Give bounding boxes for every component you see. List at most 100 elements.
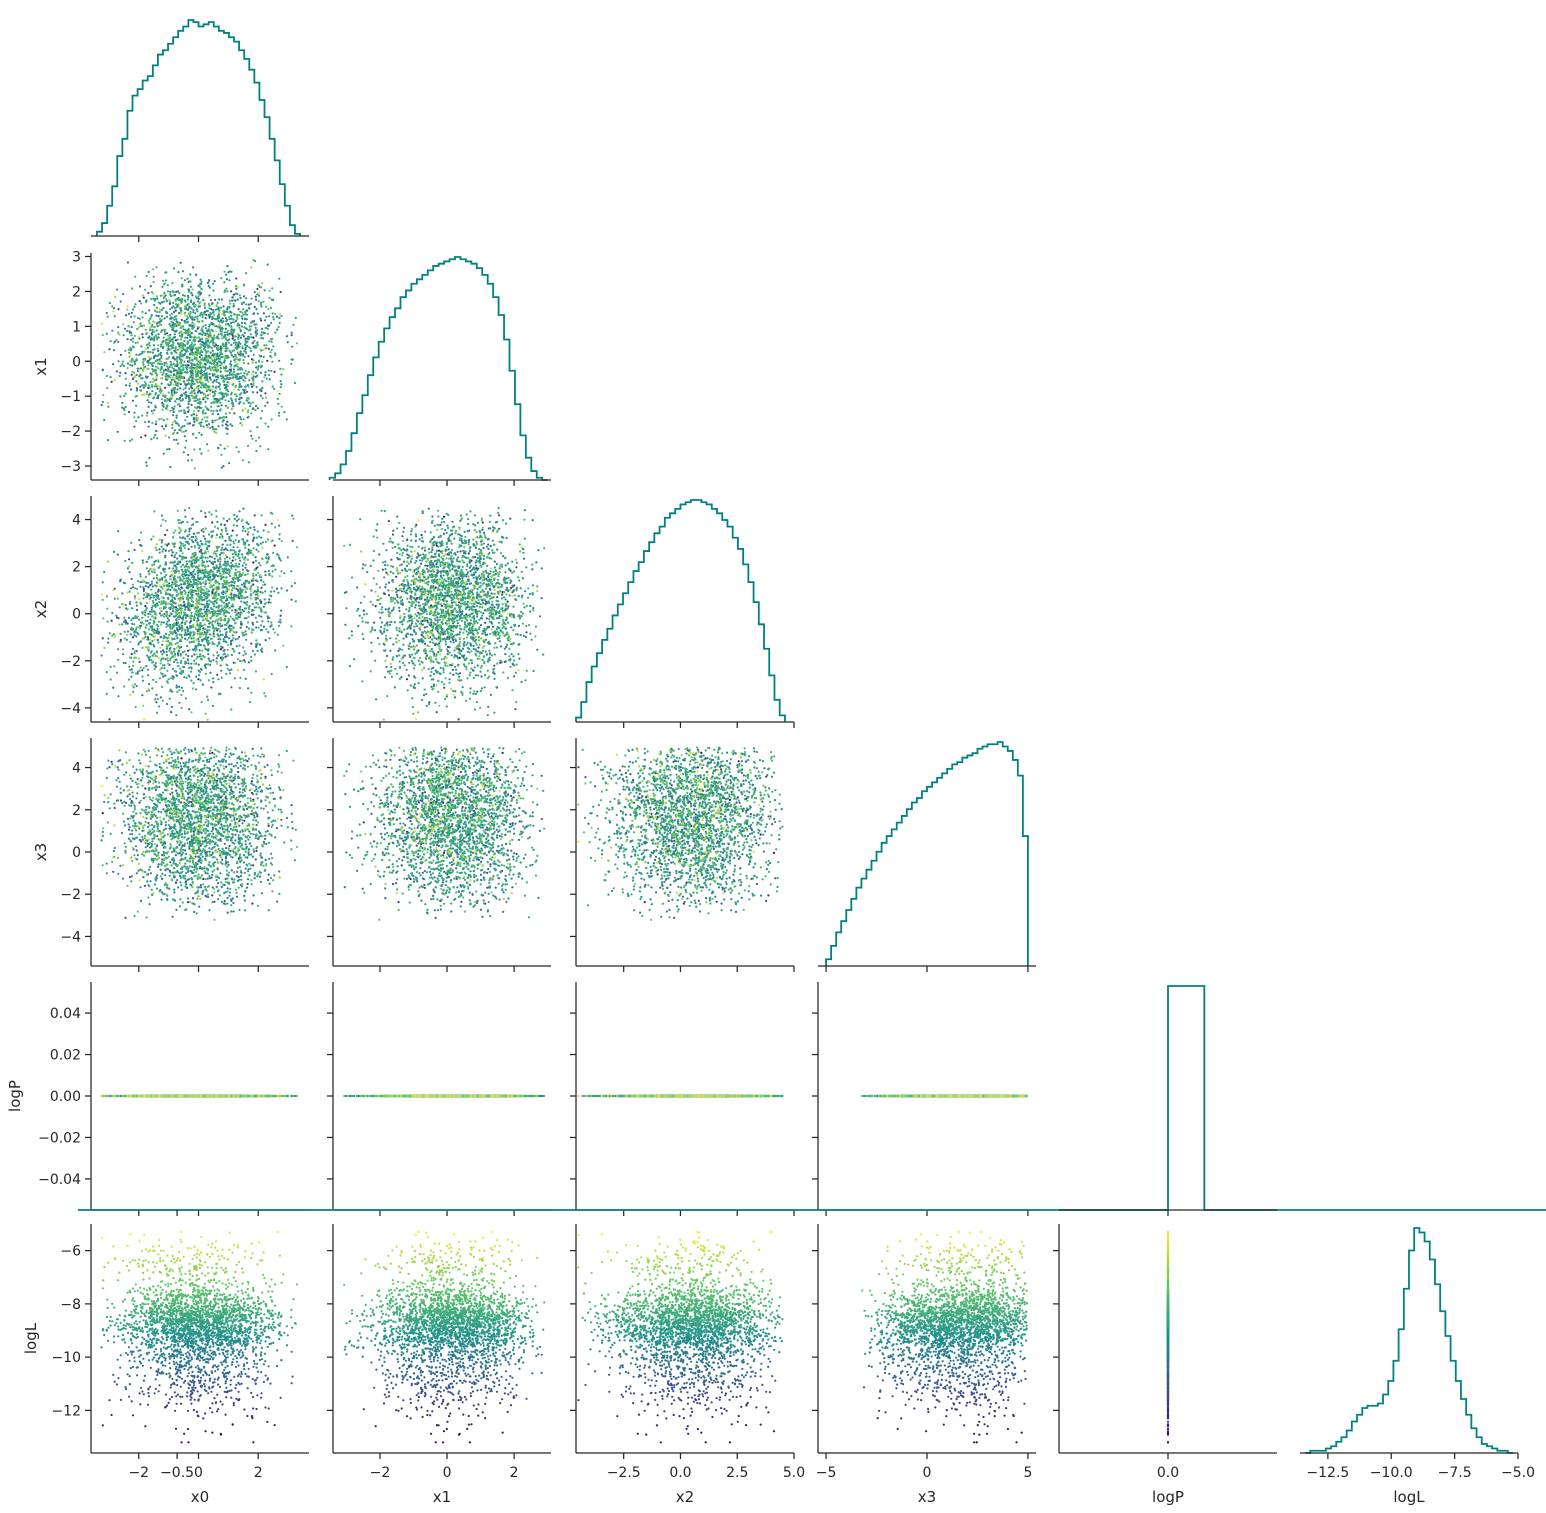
scatter-point	[105, 692, 108, 695]
scatter-point	[148, 386, 151, 389]
scatter-point	[149, 357, 152, 360]
scatter-point	[160, 514, 163, 517]
scatter-point	[170, 554, 173, 557]
scatter-point	[176, 557, 179, 560]
scatter-point	[210, 409, 213, 412]
scatter-point	[176, 584, 179, 587]
scatter-point	[213, 398, 216, 401]
scatter-point	[197, 340, 200, 343]
scatter-point	[211, 428, 215, 431]
scatter-point	[132, 345, 135, 348]
scatter-point	[206, 600, 209, 603]
scatter-point	[228, 279, 231, 282]
scatter-point	[216, 366, 219, 369]
scatter-point	[213, 635, 216, 638]
scatter-point	[142, 296, 145, 299]
scatter-point	[151, 605, 154, 608]
scatter-point	[186, 645, 189, 648]
scatter-point	[222, 380, 225, 383]
scatter-point	[169, 340, 172, 343]
scatter-point	[237, 377, 240, 380]
scatter-point	[227, 329, 230, 332]
scatter-point	[200, 551, 203, 555]
scatter-point	[238, 326, 241, 329]
scatter-point	[204, 582, 207, 585]
scatter-point	[208, 642, 211, 645]
scatter-point	[260, 319, 263, 322]
scatter-points-x1-vs-x0	[100, 259, 298, 470]
scatter-point	[190, 299, 193, 302]
scatter-point	[192, 433, 195, 436]
scatter-point	[186, 629, 189, 632]
scatter-point	[182, 451, 185, 454]
scatter-point	[190, 667, 193, 670]
scatter-point	[187, 459, 190, 462]
scatter-point	[262, 300, 265, 303]
scatter-point	[190, 376, 193, 379]
scatter-point	[168, 400, 171, 403]
scatter-point	[238, 590, 241, 593]
scatter-point	[129, 346, 132, 349]
scatter-point	[234, 568, 237, 571]
scatter-point	[135, 353, 138, 356]
scatter-point	[292, 517, 295, 520]
scatter-point	[207, 565, 210, 568]
scatter-point	[167, 347, 170, 350]
scatter-point	[254, 593, 257, 596]
scatter-point	[190, 576, 193, 579]
scatter-point	[130, 311, 133, 314]
scatter-point	[131, 583, 135, 586]
scatter-point	[154, 559, 157, 563]
scatter-point	[175, 684, 178, 687]
scatter-point	[134, 395, 137, 398]
scatter-point	[158, 705, 161, 708]
scatter-point	[154, 591, 157, 595]
scatter-point	[201, 543, 204, 546]
scatter-point	[252, 572, 255, 576]
scatter-point	[142, 359, 145, 362]
scatter-point	[215, 660, 218, 663]
scatter-point	[266, 359, 269, 362]
scatter-point	[197, 595, 200, 598]
scatter-point	[168, 633, 171, 637]
scatter-point	[154, 611, 157, 614]
scatter-point	[249, 526, 252, 529]
scatter-point	[207, 653, 210, 656]
scatter-point	[261, 541, 264, 544]
scatter-point	[234, 622, 237, 625]
scatter-point	[181, 285, 184, 288]
scatter-point	[149, 655, 152, 658]
scatter-point	[210, 686, 213, 689]
scatter-point	[261, 360, 264, 363]
scatter-point	[184, 364, 187, 367]
scatter-point	[247, 415, 250, 418]
scatter-point	[201, 326, 204, 329]
scatter-point	[184, 653, 188, 656]
scatter-point	[220, 669, 223, 672]
scatter-point	[238, 550, 241, 553]
scatter-point	[256, 343, 259, 346]
scatter-point	[180, 706, 183, 710]
scatter-point	[183, 565, 186, 569]
scatter-point	[231, 553, 234, 556]
scatter-point	[139, 389, 142, 392]
scatter-point	[131, 636, 135, 639]
scatter-point	[261, 557, 264, 560]
scatter-point	[219, 523, 222, 526]
scatter-point	[210, 530, 213, 534]
scatter-point	[212, 282, 215, 285]
scatter-point	[243, 355, 246, 358]
scatter-point	[184, 570, 187, 573]
scatter-point	[250, 297, 253, 300]
scatter-point	[253, 528, 256, 531]
scatter-point	[223, 557, 226, 560]
scatter-point	[175, 320, 178, 323]
scatter-point	[111, 329, 114, 332]
scatter-point	[159, 330, 163, 334]
scatter-point	[178, 376, 181, 379]
scatter-point	[118, 374, 121, 378]
scatter-point	[129, 600, 132, 603]
scatter-point	[188, 330, 191, 334]
scatter-point	[250, 584, 253, 588]
scatter-point	[217, 374, 220, 377]
